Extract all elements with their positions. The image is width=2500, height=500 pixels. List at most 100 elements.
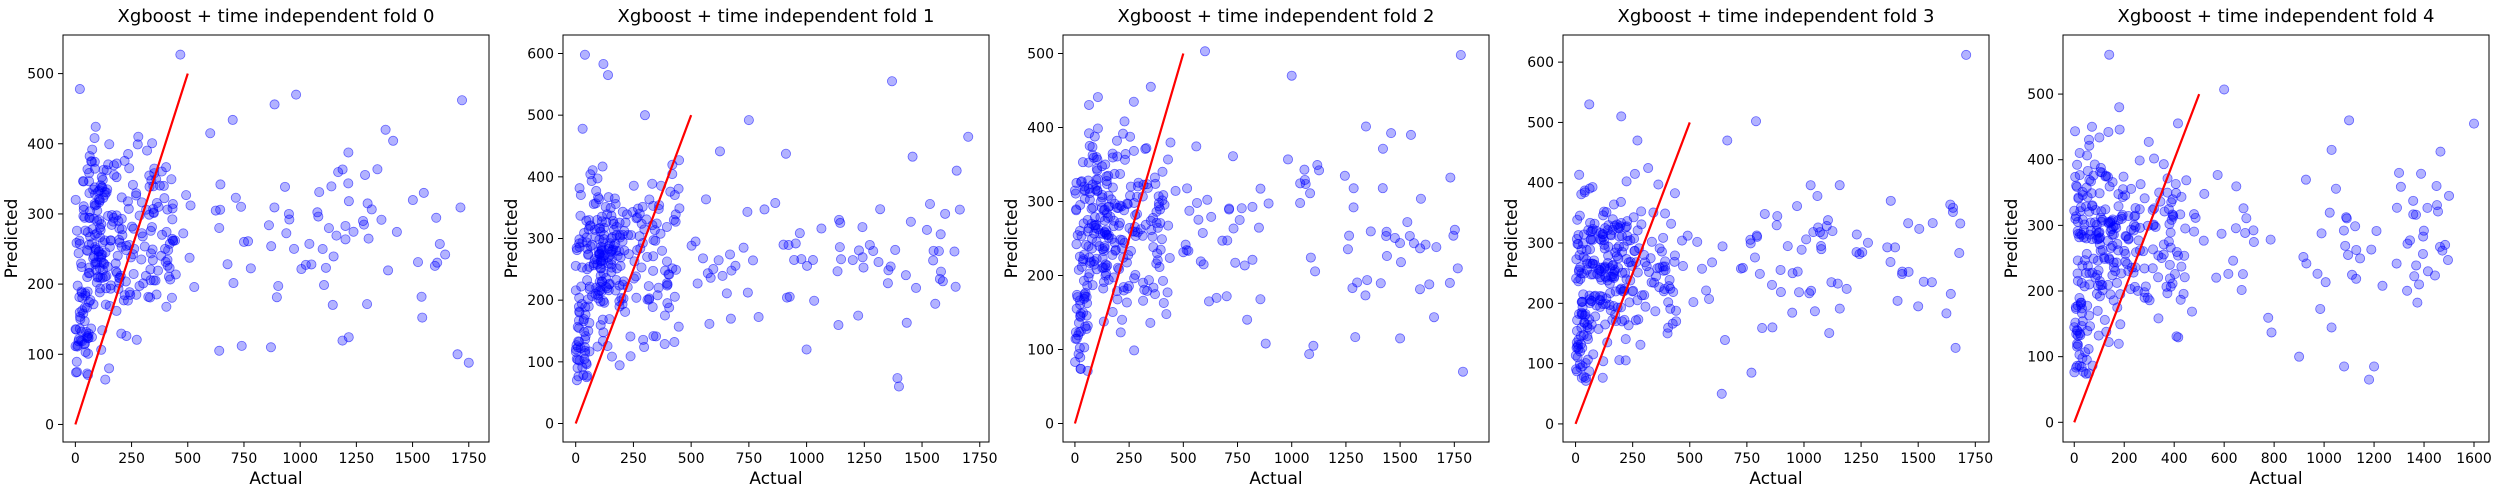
scatter-point [440,249,451,260]
scatter-point [170,269,181,280]
scatter-point [1083,183,1094,194]
scatter-point [1632,225,1643,236]
scatter-point [1115,168,1126,179]
scatter-point [2199,188,2210,199]
scatter-point [639,110,650,121]
scatter-point [326,181,337,192]
y-tick-label: 300 [1027,195,1054,211]
scatter-point [84,262,95,273]
scatter-point [1571,364,1582,375]
scatter-point [2093,330,2104,341]
scatter-point [333,167,344,178]
subplot-fold-4: Xgboost + time independent fold 4 0 200 400… [2002,6,2492,489]
scatter-point [1630,315,1641,326]
scatter-point [2431,180,2442,191]
scatter-point [2377,280,2388,291]
scatter-point [924,199,935,210]
x-axis-label: Actual [1249,469,1302,489]
scatter-point [858,262,869,273]
scatter-point [1152,255,1163,266]
scatter-point [572,362,583,373]
scatter-point [1155,218,1166,229]
scatter-point [289,243,300,254]
scatter-point [1794,287,1805,298]
scatter-point [1918,276,1929,287]
scatter-point [570,260,581,271]
chart-title: Xgboost + time independent fold 0 [117,6,434,27]
scatter-point [2411,260,2422,271]
scatter-point [114,234,125,245]
scatter-point [1767,322,1778,333]
scatter-point [664,302,675,313]
scatter-point [2469,118,2480,129]
scatter-point [1227,151,1238,162]
scatter-point [1892,295,1903,306]
scatter-point [588,199,599,210]
scatter-point [123,203,134,214]
scatter-point [1646,277,1657,288]
scatter-point [2171,331,2182,342]
scatter-point [1587,182,1598,193]
scatter-point [2087,201,2098,212]
scatter-point [1751,116,1762,127]
scatter-point [2073,228,2084,239]
scatter-point [1580,375,1591,386]
scatter-point [2178,288,2189,299]
scatter-point [1092,185,1103,196]
scatter-point [597,314,608,325]
y-tick-label: 300 [527,232,554,248]
scatter-point [1596,274,1607,285]
scatter-point [1677,235,1688,246]
scatter-point [1571,234,1582,245]
scatter-point [1395,238,1406,249]
y-tick-label: 400 [27,137,54,153]
scatter-point [1128,145,1139,156]
scatter-point [2104,49,2115,60]
scatter-point [291,89,302,100]
scatter-point [2164,259,2175,270]
scatter-point [1071,289,1082,300]
scatter-point [2294,351,2305,362]
scatter-point [2114,102,2125,113]
scatter-point [587,291,598,302]
scatter-point [1100,159,1111,170]
scatter-series [70,49,474,385]
scatter-point [343,196,354,207]
scatter-point [210,205,221,216]
scatter-point [2105,289,2116,300]
scatter-point [1140,143,1151,154]
scatter-point [611,221,622,232]
scatter-point [205,128,216,139]
x-tick-label: 1250 [846,451,882,467]
scatter-point [882,278,893,289]
scatter-point [1576,189,1587,200]
scatter-point [228,278,239,289]
y-axis-label: Predicted [2002,199,2022,279]
scatter-point [638,334,649,345]
scatter-point [1097,262,1108,273]
scatter-point [770,198,781,209]
scatter-point [2079,255,2090,266]
scatter-point [2231,181,2242,192]
scatter-point [1314,165,1325,176]
scatter-point [1613,241,1624,252]
scatter-point [2238,203,2249,214]
scatter-point [88,299,99,310]
scatter-point [1084,128,1095,139]
scatter-point [1609,266,1620,277]
scatter-point [2404,235,2415,246]
scatter-point [2080,347,2091,358]
scatter-point [1198,259,1209,270]
scatter-point [577,299,588,310]
scatter-point [2085,225,2096,236]
scatter-point [319,280,330,291]
scatter-point [574,292,585,303]
scatter-point [835,217,846,228]
scatter-point [116,213,127,224]
scatter-point [2104,253,2115,264]
scatter-point [1084,268,1095,279]
scatter-point [2442,255,2453,266]
scatter-point [713,255,724,266]
scatter-point [1857,247,1868,258]
scatter-point [1395,333,1406,344]
